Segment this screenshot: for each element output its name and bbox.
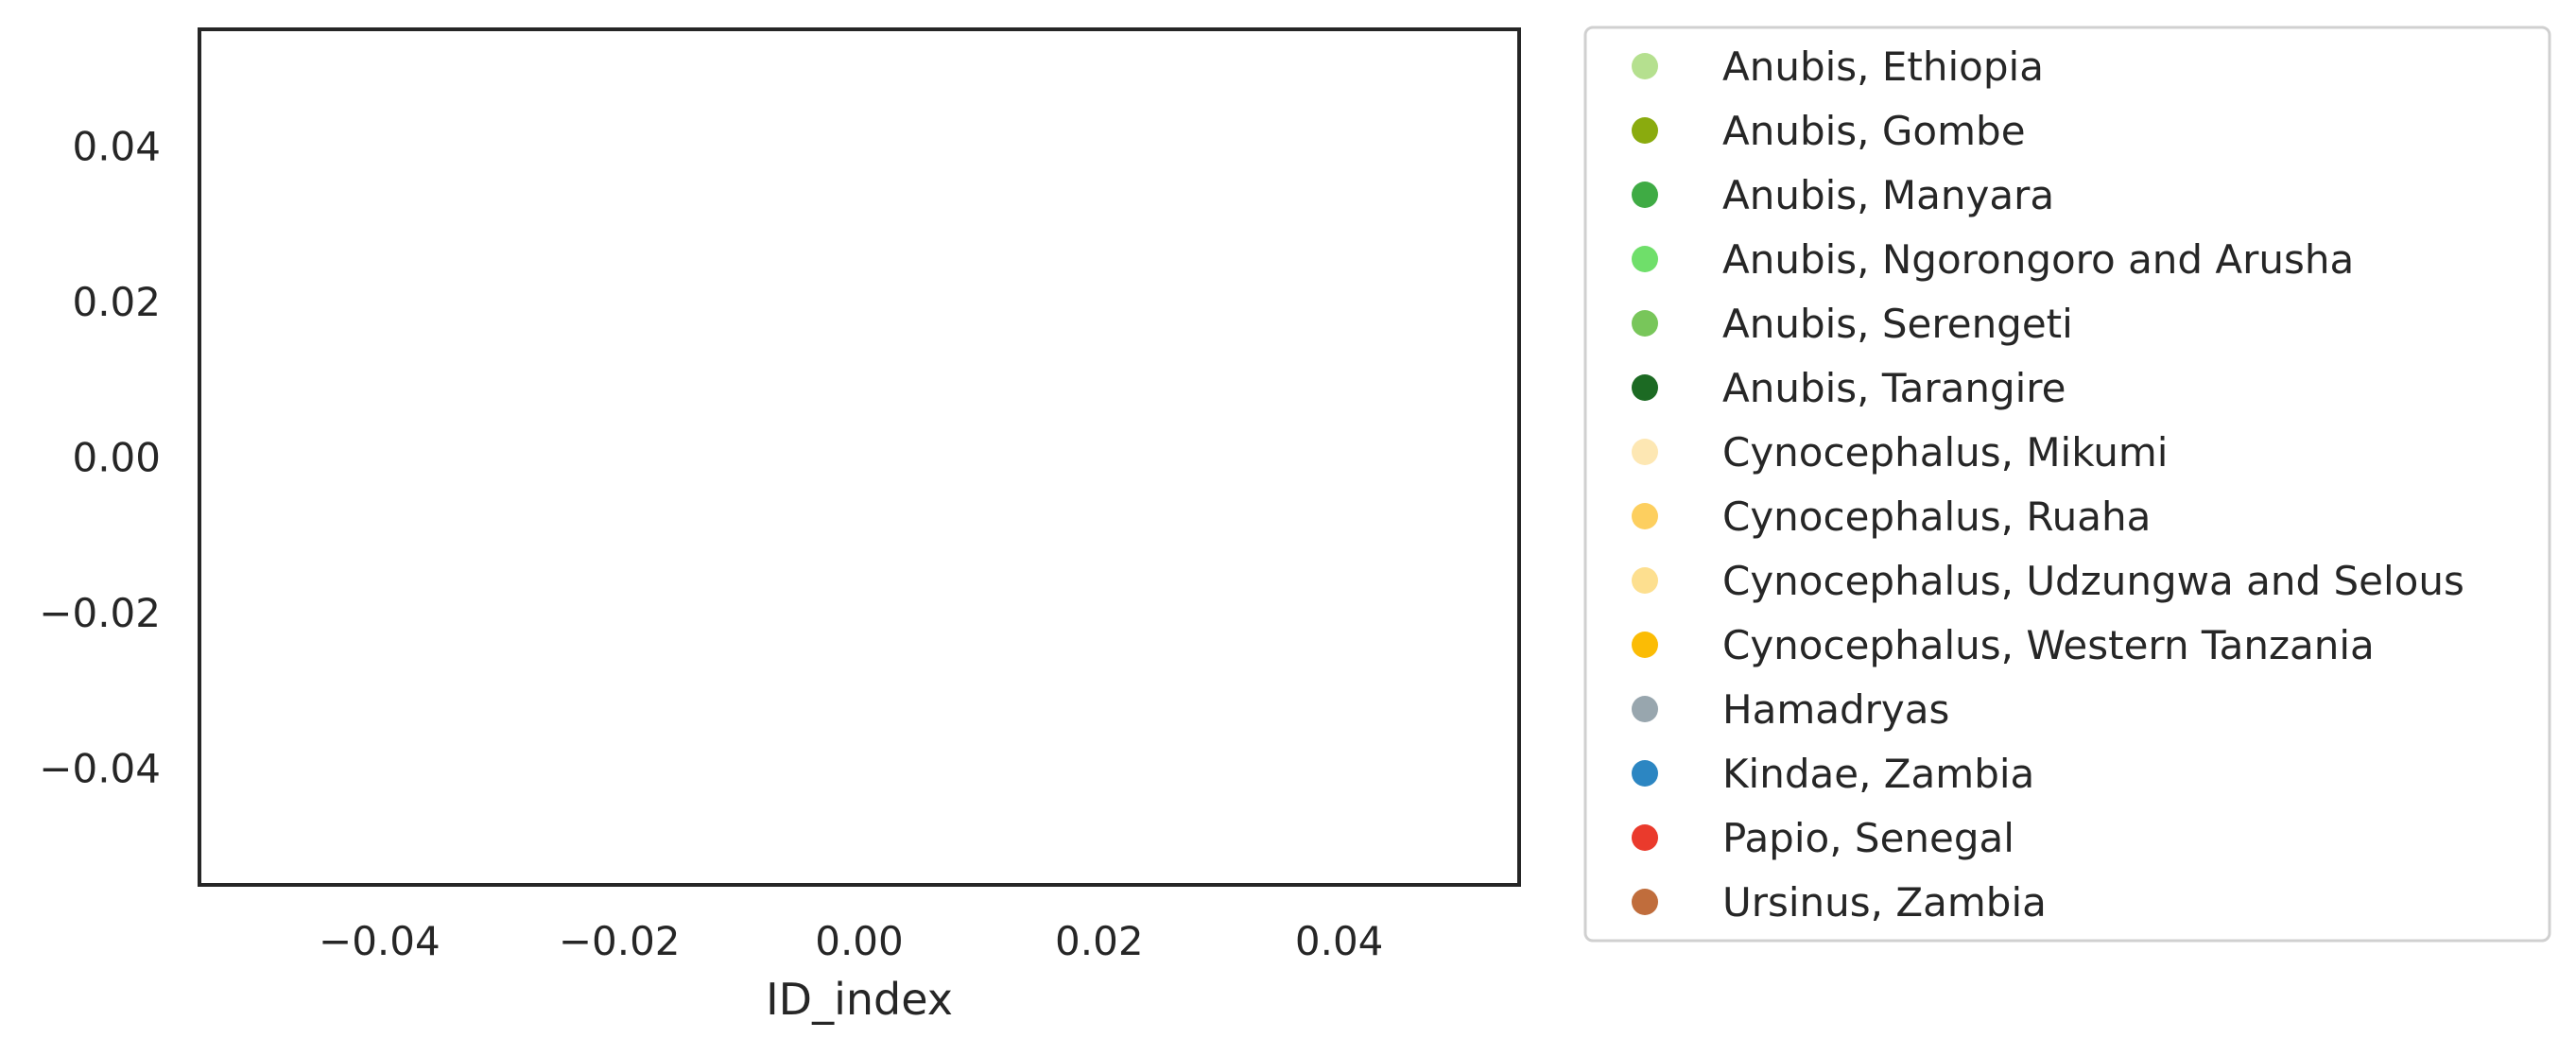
x-tick-label: −0.02	[559, 918, 681, 964]
legend-marker	[1632, 503, 1658, 529]
x-tick-label: 0.04	[1295, 918, 1384, 964]
legend-label: Anubis, Ngorongoro and Arusha	[1722, 236, 2354, 283]
legend-item: Anubis, Ngorongoro and Arusha	[1632, 236, 2354, 283]
x-tick-label: 0.02	[1055, 918, 1144, 964]
legend-item: Anubis, Manyara	[1632, 172, 2054, 218]
legend-item: Hamadryas	[1632, 686, 1949, 733]
legend-marker	[1632, 889, 1658, 915]
legend-item: Papio, Senegal	[1632, 815, 2014, 861]
legend-label: Anubis, Serengeti	[1722, 301, 2073, 347]
x-tick-label: 0.00	[815, 918, 904, 964]
legend-item: Ursinus, Zambia	[1632, 879, 2047, 926]
legend-marker	[1632, 632, 1658, 658]
plot-area	[198, 27, 1521, 887]
legend-label: Anubis, Manyara	[1722, 172, 2054, 218]
legend-marker	[1632, 374, 1658, 401]
legend-marker	[1632, 53, 1658, 79]
y-axis: 0.04 0.02 0.00 −0.02 −0.04	[39, 123, 161, 791]
y-tick-label: 0.04	[72, 123, 161, 169]
legend-item: Cynocephalus, Udzungwa and Selous	[1632, 558, 2464, 604]
legend-item: Cynocephalus, Western Tanzania	[1632, 622, 2375, 668]
legend-label: Anubis, Ethiopia	[1722, 43, 2044, 90]
x-tick-label: −0.04	[319, 918, 441, 964]
legend-box	[1583, 26, 2551, 943]
legend-label: Ursinus, Zambia	[1722, 879, 2047, 926]
legend: Anubis, Ethiopia Anubis, Gombe Anubis, Man…	[1632, 43, 2464, 926]
legend-marker	[1632, 117, 1658, 144]
legend-item: Cynocephalus, Ruaha	[1632, 493, 2151, 540]
legend-label: Hamadryas	[1722, 686, 1949, 733]
legend-marker	[1632, 760, 1658, 787]
legend-marker	[1632, 696, 1658, 722]
y-tick-label: −0.02	[39, 590, 161, 636]
x-axis: −0.04 −0.02 0.00 0.02 0.04	[319, 918, 1383, 964]
legend-item: Anubis, Serengeti	[1632, 301, 2073, 347]
legend-item: Anubis, Tarangire	[1632, 365, 2066, 411]
legend-marker	[1632, 439, 1658, 465]
legend-item: Kindae, Zambia	[1632, 751, 2034, 797]
legend-label: Cynocephalus, Western Tanzania	[1722, 622, 2375, 668]
x-axis-label: ID_index	[766, 974, 953, 1025]
legend-label: Anubis, Tarangire	[1722, 365, 2066, 411]
y-tick-label: −0.04	[39, 746, 161, 792]
legend-item: Anubis, Gombe	[1632, 108, 2026, 154]
legend-label: Cynocephalus, Mikumi	[1722, 429, 2168, 476]
legend-label: Cynocephalus, Ruaha	[1722, 493, 2151, 540]
legend-marker	[1632, 824, 1658, 851]
legend-label: Papio, Senegal	[1722, 815, 2014, 861]
legend-marker	[1632, 182, 1658, 208]
legend-item: Anubis, Ethiopia	[1632, 43, 2044, 90]
legend-marker	[1632, 567, 1658, 594]
legend-marker	[1632, 310, 1658, 337]
legend-label: Anubis, Gombe	[1722, 108, 2026, 154]
legend-item: Cynocephalus, Mikumi	[1632, 429, 2168, 476]
y-tick-label: 0.00	[72, 435, 161, 481]
legend-label: Cynocephalus, Udzungwa and Selous	[1722, 558, 2464, 604]
legend-marker	[1632, 246, 1658, 272]
legend-label: Kindae, Zambia	[1722, 751, 2034, 797]
y-tick-label: 0.02	[72, 279, 161, 325]
